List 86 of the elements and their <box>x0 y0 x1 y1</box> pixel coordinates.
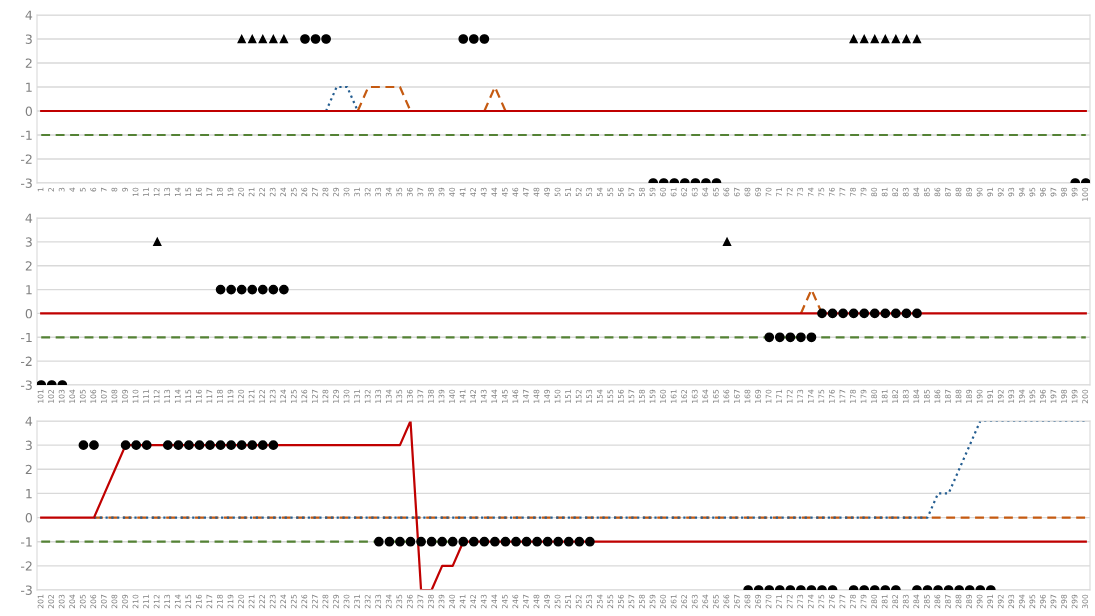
point <box>373 536 384 547</box>
point <box>542 536 553 547</box>
point <box>848 308 859 319</box>
point <box>806 332 817 343</box>
y-tick-label: 3 <box>25 440 32 451</box>
y-tick-label: 4 <box>25 213 33 223</box>
point <box>447 536 458 547</box>
point <box>205 440 215 451</box>
y-tick-label: 2 <box>25 261 32 271</box>
point <box>785 332 796 343</box>
point <box>78 440 89 451</box>
point <box>901 308 912 319</box>
y-tick-label: -1 <box>20 537 32 547</box>
point <box>247 284 258 295</box>
y-tick-label: -3 <box>20 585 32 595</box>
point <box>215 284 226 295</box>
point <box>153 237 162 247</box>
point <box>774 332 785 343</box>
point <box>511 536 521 547</box>
y-tick-label: -1 <box>20 332 32 343</box>
y-tick-label: 0 <box>25 106 32 116</box>
y-tick-label: 4 <box>25 10 33 20</box>
point <box>141 440 152 451</box>
point <box>468 536 479 547</box>
point <box>131 440 142 451</box>
y-tick-label: 1 <box>26 489 32 499</box>
point <box>247 440 258 451</box>
y-tick-label: -3 <box>20 380 32 390</box>
point <box>89 440 99 451</box>
point <box>869 308 880 319</box>
point <box>426 536 437 547</box>
point <box>405 536 416 547</box>
y-tick-label: 2 <box>25 464 32 475</box>
y-tick-label: -1 <box>20 130 32 140</box>
y-tick-label: 4 <box>25 416 33 426</box>
point <box>521 536 532 547</box>
y-tick-label: 2 <box>25 58 32 68</box>
point <box>236 440 247 451</box>
y-tick-label: -3 <box>20 178 32 188</box>
point <box>859 308 870 319</box>
point <box>416 536 426 547</box>
point <box>384 536 395 547</box>
point <box>226 284 237 295</box>
point <box>880 308 891 319</box>
y-tick-label: 0 <box>25 308 32 319</box>
point <box>257 284 268 295</box>
point <box>236 284 247 295</box>
point <box>257 440 268 451</box>
point <box>184 440 194 451</box>
point <box>585 536 595 547</box>
point <box>437 536 448 547</box>
point <box>215 440 226 451</box>
point <box>500 536 511 547</box>
y-tick-label: 1 <box>26 82 32 92</box>
point <box>553 536 564 547</box>
point <box>563 536 574 547</box>
point <box>173 440 184 451</box>
point <box>796 332 806 343</box>
y-tick-label: -2 <box>20 561 32 571</box>
point <box>162 440 173 451</box>
y-tick-label: 3 <box>25 237 32 247</box>
point <box>827 308 838 319</box>
y-tick-label: 1 <box>26 285 32 295</box>
point <box>479 536 490 547</box>
point <box>722 237 732 247</box>
point <box>574 536 585 547</box>
line-series <box>40 421 1087 590</box>
y-tick-label: -2 <box>20 356 32 366</box>
y-tick-label: 3 <box>25 34 32 44</box>
point <box>890 308 901 319</box>
point <box>817 308 827 319</box>
point <box>532 536 542 547</box>
point <box>226 440 237 451</box>
y-tick-label: 0 <box>25 513 32 523</box>
point <box>268 284 279 295</box>
point <box>764 332 775 343</box>
point <box>120 440 131 451</box>
point <box>395 536 405 547</box>
point <box>279 284 289 295</box>
point <box>912 308 922 319</box>
point <box>194 440 205 451</box>
point <box>490 536 500 547</box>
point <box>838 308 848 319</box>
point <box>268 440 279 451</box>
y-tick-label: -2 <box>20 154 32 164</box>
point <box>458 536 469 547</box>
